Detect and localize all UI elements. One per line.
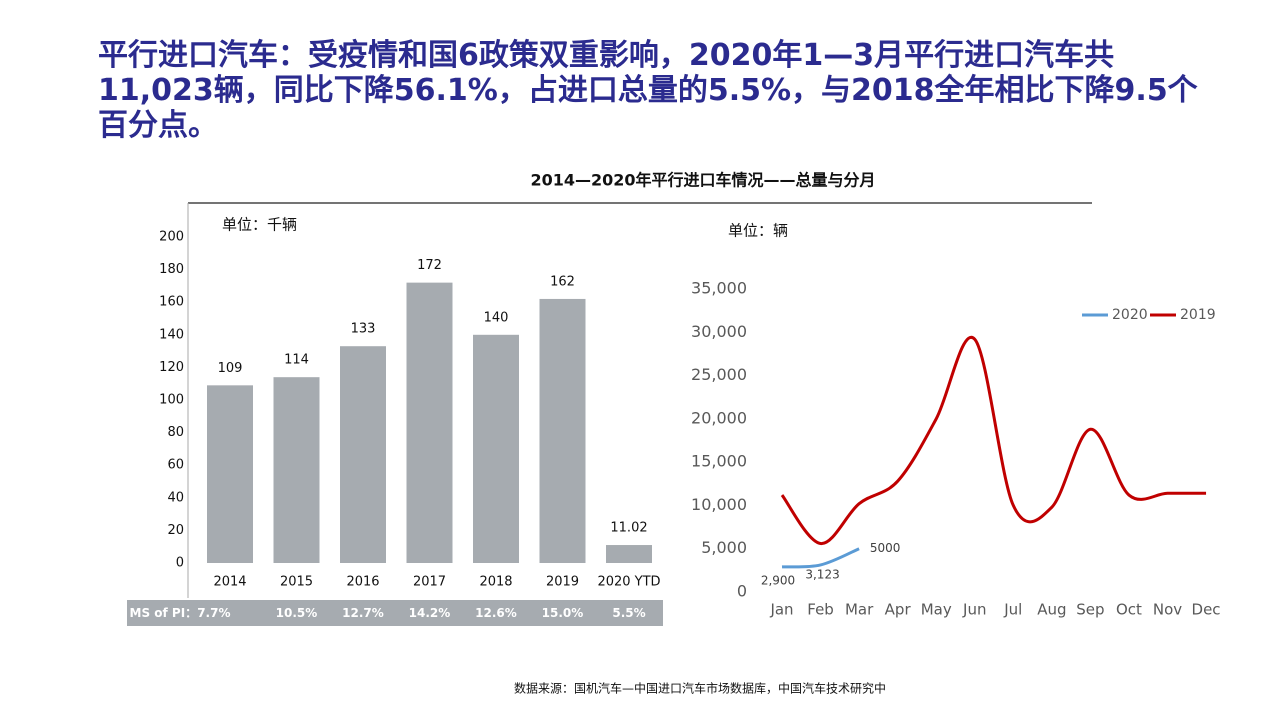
chart-subtitle: 2014—2020年平行进口车情况——总量与分月	[530, 171, 875, 190]
x-tick-label: 2018	[479, 575, 512, 590]
y-tick-label: 60	[167, 458, 184, 473]
ms-value-label: 10.5%	[276, 606, 318, 620]
source-note: 数据来源：国机汽车—中国进口汽车市场数据库，中国汽车技术研究中	[514, 681, 886, 696]
ms-value-label: 7.7%	[197, 606, 230, 620]
x-tick-label: Jan	[769, 601, 793, 619]
ms-value: 12.6%	[475, 606, 517, 620]
data-label: 140	[484, 310, 509, 325]
y-tick-label: 5,000	[701, 538, 747, 557]
bar	[606, 545, 652, 563]
bar	[539, 298, 586, 563]
bar	[340, 346, 386, 563]
data-label: 114	[284, 353, 309, 368]
data-label: 162	[550, 274, 575, 289]
y-tick-label: 100	[159, 393, 184, 408]
x-tick-label: 2015	[280, 575, 313, 590]
x-tick-label: Sep	[1076, 601, 1104, 619]
y-tick-label: 20,000	[691, 408, 747, 427]
ms-value: 5.5%	[612, 606, 645, 620]
y-tick-label: 0	[737, 582, 747, 601]
y-tick-label: 180	[159, 262, 184, 277]
ms-label: MS of PI：	[130, 606, 198, 620]
data-label: 11.02	[610, 521, 647, 536]
x-tick-label: Nov	[1153, 601, 1182, 619]
x-tick-label: Aug	[1037, 601, 1066, 619]
ms-value-label: 5.5%	[612, 606, 645, 620]
ms-value: 15.0%	[542, 606, 584, 620]
y-tick-label: 120	[159, 360, 184, 375]
ms-value-label: 12.7%	[342, 606, 384, 620]
x-tick-label: 2017	[413, 575, 446, 590]
y-tick-label: 10,000	[691, 495, 747, 514]
y-tick-label: 20	[167, 523, 184, 538]
legend-label: 2019	[1180, 307, 1216, 323]
data-label: 5000	[870, 541, 901, 555]
y-tick-label: 30,000	[691, 322, 747, 341]
ms-value: 10.5%	[276, 606, 318, 620]
x-tick-label: Oct	[1116, 601, 1142, 619]
ms-band	[127, 600, 663, 626]
ms-value-label: 14.2%	[409, 606, 451, 620]
unit-label: 单位：辆	[728, 222, 788, 240]
data-label: 3,123	[805, 567, 839, 581]
y-tick-label: 160	[159, 295, 184, 310]
y-tick-label: 40	[167, 490, 184, 505]
data-label: 2,900	[761, 573, 795, 587]
y-tick-label: 80	[167, 425, 184, 440]
y-tick-label: 140	[159, 327, 184, 342]
y-tick-label: 0	[176, 556, 184, 571]
data-label: 109	[218, 361, 243, 376]
x-tick-label: Feb	[807, 601, 834, 619]
y-tick-label: 35,000	[691, 279, 747, 298]
x-tick-label: 2016	[346, 575, 379, 590]
series-line	[780, 335, 1207, 546]
bar	[473, 334, 519, 563]
ms-value-label: 15.0%	[542, 606, 584, 620]
y-tick-label: 25,000	[691, 365, 747, 384]
x-tick-label: May	[921, 601, 952, 619]
x-tick-label: 2014	[213, 575, 246, 590]
ms-value: 12.7%	[342, 606, 384, 620]
data-label: 133	[351, 322, 376, 337]
x-tick-label: 2020 YTD	[597, 575, 660, 590]
x-tick-label: Dec	[1192, 601, 1221, 619]
data-label: 172	[417, 258, 442, 273]
x-tick-label: Mar	[845, 601, 874, 619]
bar	[406, 282, 453, 563]
ms-value: MS of PI：7.7%	[130, 606, 231, 620]
legend-label: 2020	[1112, 307, 1148, 323]
bar	[207, 385, 253, 563]
x-tick-label: Jul	[1003, 601, 1022, 619]
series-line	[781, 547, 860, 569]
unit-label: 单位：千辆	[222, 216, 297, 234]
bar	[273, 377, 320, 563]
ms-value: 14.2%	[409, 606, 451, 620]
headline: 平行进口汽车：受疫情和国6政策双重影响，2020年1—3月平行进口汽车共11,0…	[98, 38, 1198, 143]
y-tick-label: 15,000	[691, 452, 747, 471]
y-tick-label: 200	[159, 230, 184, 245]
ms-value-label: 12.6%	[475, 606, 517, 620]
x-tick-label: Jun	[962, 601, 986, 619]
x-tick-label: 2019	[546, 575, 579, 590]
x-tick-label: Apr	[885, 601, 912, 619]
